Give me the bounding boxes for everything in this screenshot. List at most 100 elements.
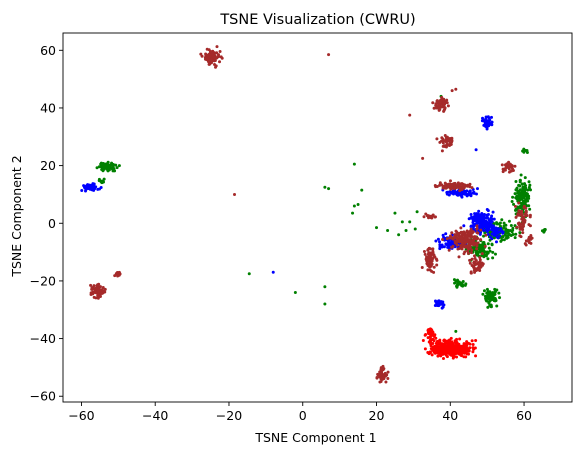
scatter-point-brown [473, 254, 476, 258]
scatter-point-green [510, 230, 514, 234]
scatter-point-red [441, 352, 445, 356]
scatter-point-red [455, 347, 459, 351]
scatter-point-green [481, 292, 485, 296]
scatter-point-brown [89, 283, 93, 287]
scatter-point-blue [490, 232, 494, 236]
scatter-point-green [481, 241, 485, 245]
scatter-point-green [491, 250, 495, 254]
scatter-point-brown [463, 244, 467, 248]
scatter-point-brown [447, 248, 451, 252]
scatter-point-green [519, 173, 523, 177]
scatter-point-brown [422, 215, 426, 219]
scatter-point-green [323, 285, 327, 289]
scatter-point-blue [474, 148, 478, 152]
scatter-point-blue [501, 230, 505, 234]
scatter-point-brown [386, 370, 390, 374]
scatter-point-brown [468, 258, 472, 262]
scatter-point-blue [484, 225, 488, 229]
scatter-point-brown [476, 266, 480, 270]
scatter-point-blue [91, 188, 95, 192]
scatter-point-green [527, 204, 531, 208]
scatter-point-green [502, 238, 506, 242]
y-tick-label: 60 [40, 43, 56, 58]
scatter-point-green [504, 227, 508, 231]
scatter-point-green [482, 289, 486, 293]
scatter-point-brown [443, 144, 447, 148]
scatter-point-brown [100, 291, 104, 295]
scatter-point-brown [460, 239, 464, 243]
scatter-point-brown [375, 376, 379, 380]
scatter-point-green [513, 236, 517, 240]
scatter-point-green [503, 233, 507, 237]
scatter-point-blue [82, 184, 86, 188]
scatter-point-brown [483, 244, 487, 248]
scatter-point-brown [441, 185, 445, 189]
scatter-point-brown [427, 216, 431, 220]
scatter-point-brown [220, 56, 224, 60]
scatter-point-brown [524, 243, 528, 247]
scatter-point-green [95, 166, 99, 170]
scatter-point-blue [437, 301, 441, 305]
scatter-point-brown [437, 108, 441, 112]
scatter-point-green [356, 203, 360, 207]
scatter-point-red [464, 348, 468, 352]
scatter-point-brown [435, 258, 439, 262]
scatter-point-red [444, 349, 448, 353]
scatter-point-brown [429, 214, 433, 218]
scatter-point-green [413, 227, 417, 231]
x-tick-label: −20 [216, 408, 242, 423]
scatter-point-brown [453, 184, 457, 188]
scatter-point-brown [475, 247, 479, 251]
scatter-point-green [517, 190, 521, 194]
scatter-point-green [519, 195, 523, 199]
x-tick-label: −40 [142, 408, 168, 423]
y-axis-label: TSNE Component 2 [9, 155, 24, 277]
scatter-point-green [498, 224, 502, 228]
scatter-point-blue [97, 187, 101, 191]
scatter-point-brown [471, 240, 475, 244]
scatter-point-blue [441, 233, 445, 237]
scatter-point-green [493, 292, 497, 296]
y-axis: −60 −40 −20 0 20 40 60 [30, 43, 63, 404]
scatter-point-green [514, 188, 518, 192]
scatter-point-brown [473, 270, 477, 274]
scatter-point-green [518, 184, 522, 188]
scatter-point-blue [469, 193, 473, 197]
scatter-point-red [430, 353, 434, 357]
scatter-point-brown [426, 248, 430, 252]
scatter-point-green [499, 239, 503, 243]
scatter-point-blue [485, 207, 489, 211]
scatter-point-blue [485, 228, 489, 232]
scatter-point-green [523, 176, 527, 180]
scatter-point-brown [470, 248, 474, 252]
scatter-point-green [461, 279, 465, 283]
scatter-point-green [522, 191, 526, 195]
scatter-point-red [445, 355, 449, 359]
scatter-point-brown [94, 291, 98, 295]
scatter-point-red [465, 344, 469, 348]
scatter-point-green [490, 295, 494, 299]
scatter-point-red [438, 353, 442, 357]
scatter-point-blue [494, 240, 498, 244]
scatter-point-brown [451, 244, 455, 248]
plot-frame [62, 32, 573, 403]
scatter-point-blue [479, 216, 483, 220]
scatter-point-brown [204, 57, 207, 61]
scatter-point-brown [434, 106, 438, 110]
scatter-point-green [103, 162, 107, 166]
scatter-point-blue [442, 303, 446, 307]
scatter-point-brown [214, 65, 218, 69]
scatter-point-green [485, 250, 489, 254]
scatter-point-brown [524, 239, 528, 243]
scatter-point-green [459, 281, 463, 285]
y-tick-label: 0 [48, 216, 56, 231]
scatter-point-brown [518, 227, 522, 231]
scatter-point-brown [97, 282, 101, 286]
scatter-point-blue [447, 193, 451, 197]
scatter-point-green [513, 192, 517, 196]
scatter-point-blue [434, 299, 437, 303]
scatter-point-green [486, 257, 490, 261]
scatter-point-red [441, 357, 445, 361]
scatter-point-brown [472, 265, 476, 269]
scatter-point-red [433, 333, 437, 337]
